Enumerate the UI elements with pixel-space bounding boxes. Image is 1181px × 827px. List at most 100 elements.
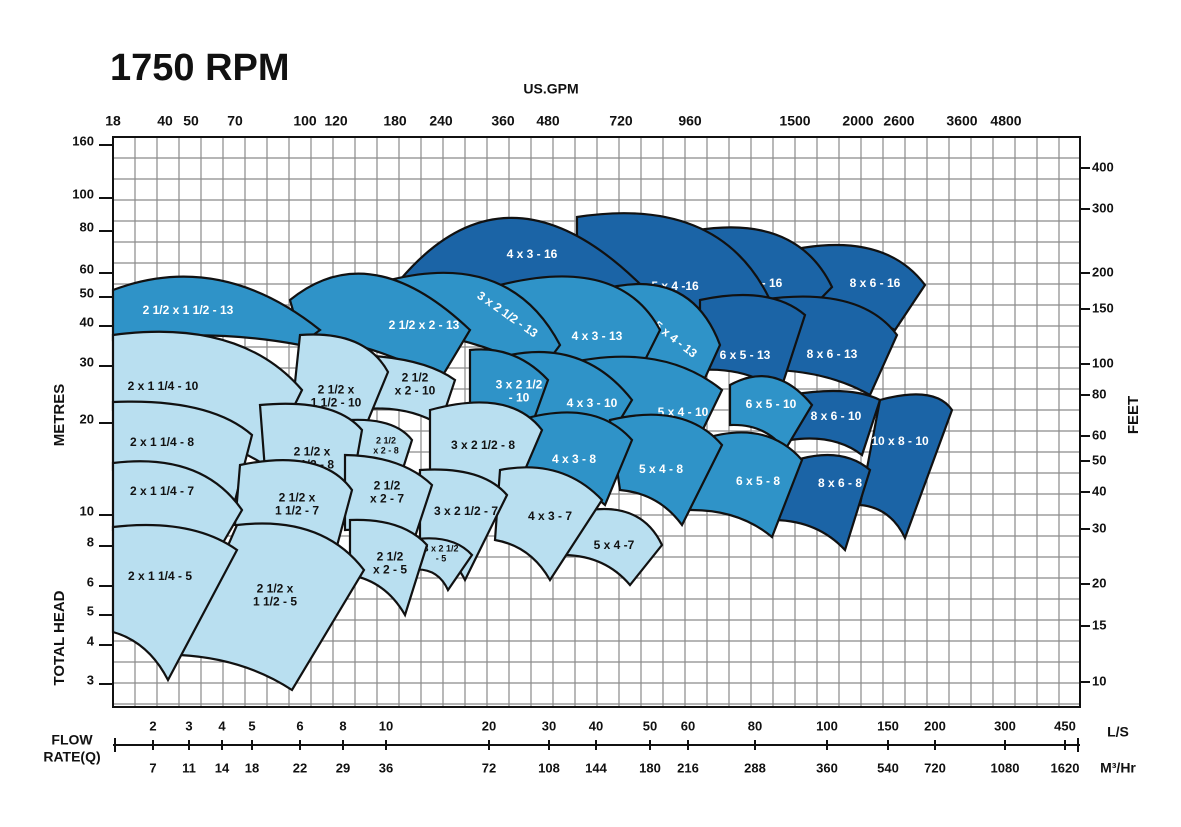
- right-tick-label: 30: [1092, 520, 1106, 535]
- top-tick-label: 360: [491, 113, 515, 129]
- pump-region: [698, 293, 807, 394]
- top-tick-label: 4800: [990, 113, 1021, 129]
- m3-tick-label: 360: [816, 760, 838, 775]
- left-tick-label: 6: [87, 574, 94, 589]
- right-tick-label: 60: [1092, 427, 1106, 442]
- top-tick-label: 480: [536, 113, 560, 129]
- region-label: 4 x 3 - 10: [567, 396, 618, 410]
- region-label: 4 x 3 - 7: [528, 509, 572, 523]
- top-tick-label: 70: [227, 113, 243, 129]
- top-tick-label: 40: [157, 113, 173, 129]
- m3-tick-label: 18: [245, 760, 259, 775]
- region-label: 2 1/2 x: [318, 383, 355, 397]
- ls-tick-label: 200: [924, 718, 946, 733]
- right-axis-label: FEET: [1125, 396, 1142, 434]
- region-label: x 2 - 7: [370, 492, 404, 506]
- top-tick-label: 240: [429, 113, 453, 129]
- left-tick-label: 40: [80, 314, 94, 329]
- m3-tick-label: 216: [677, 760, 699, 775]
- region-label: 8 x 6 - 8: [818, 476, 862, 490]
- top-tick-label: 18: [105, 113, 121, 129]
- region-label: 3 x 2 1/2: [496, 378, 543, 392]
- right-tick-label: 50: [1092, 452, 1106, 467]
- m3-tick-label: 720: [924, 760, 946, 775]
- region-label: 2 1/2: [402, 371, 429, 385]
- region-label: 6 x 5 - 8: [736, 474, 780, 488]
- top-tick-label: 2600: [883, 113, 914, 129]
- ls-tick-label: 10: [379, 718, 393, 733]
- ls-tick-label: 300: [994, 718, 1016, 733]
- m3-tick-label: 72: [482, 760, 496, 775]
- left-tick-label: 160: [72, 133, 94, 148]
- pump-region: [788, 389, 882, 457]
- left-tick-label: 100: [72, 186, 94, 201]
- region-label: 3 x 2 1/2: [423, 543, 458, 553]
- left-tick-label: 80: [80, 219, 94, 234]
- m3-tick-label: 1620: [1051, 760, 1080, 775]
- right-tick-label: 40: [1092, 483, 1106, 498]
- region-label: 1 1/2 - 7: [275, 504, 319, 518]
- ls-tick-label: 80: [748, 718, 762, 733]
- region-label: 3 x 2 1/2 - 7: [434, 504, 498, 518]
- right-tick-label: 150: [1092, 300, 1114, 315]
- region-label: 2 1/2: [377, 550, 404, 564]
- m3-tick-label: 22: [293, 760, 307, 775]
- unit-label: L/S: [1107, 724, 1129, 740]
- ls-tick-label: 60: [681, 718, 695, 733]
- pump-region: [608, 413, 724, 528]
- top-tick-label: 1500: [779, 113, 810, 129]
- ls-tick-label: 30: [542, 718, 556, 733]
- region-label: 6 x 5 - 13: [720, 348, 771, 362]
- ls-tick-label: 450: [1054, 718, 1076, 733]
- m3-tick-label: 7: [149, 760, 156, 775]
- right-tick-label: 10: [1092, 673, 1106, 688]
- top-tick-label: 720: [609, 113, 633, 129]
- region-label: 2 x 1 1/4 - 5: [128, 569, 192, 583]
- region-label: - 10: [509, 391, 530, 405]
- pump-region: [858, 393, 954, 541]
- ls-tick-label: 6: [296, 718, 303, 733]
- ls-tick-label: 4: [218, 718, 226, 733]
- region-label: 8 x 6 - 16: [850, 276, 901, 290]
- left-tick-label: 3: [87, 672, 94, 687]
- title: 1750 RPM: [110, 47, 290, 89]
- right-tick-label: 20: [1092, 575, 1106, 590]
- region-label: x 2 - 8: [373, 445, 399, 455]
- left-tick-label: 5: [87, 603, 94, 618]
- m3-tick-label: 11: [182, 760, 196, 775]
- left-tick-label: 20: [80, 411, 94, 426]
- top-axis-label: US.GPM: [523, 81, 578, 97]
- region-label: x 2 - 10: [395, 384, 436, 398]
- region-label: 8 x 6 - 13: [807, 347, 858, 361]
- pump-region: [728, 374, 814, 452]
- regions: 8 x 6 - 166 x 5 - 165 x 4 -164 x 3 - 168…: [111, 212, 954, 692]
- bottom-axis-label: RATE(Q): [43, 749, 100, 765]
- region-label: 1 1/2 - 5: [253, 595, 297, 609]
- right-tick-label: 100: [1092, 355, 1114, 370]
- region-label: 6 x 5 - 10: [746, 397, 797, 411]
- m3-tick-label: 144: [585, 760, 607, 775]
- region-label: x 2 - 5: [373, 563, 407, 577]
- m3-tick-label: 14: [215, 760, 230, 775]
- left-tick-label: 60: [80, 261, 94, 276]
- region-label: 2 1/2 x 2 - 13: [389, 318, 460, 332]
- region-label: - 5: [436, 553, 447, 563]
- region-label: 5 x 4 -7: [594, 538, 635, 552]
- region-label: 2 x 1 1/4 - 8: [130, 435, 194, 449]
- region-label: 2 1/2 x: [257, 582, 294, 596]
- m3-tick-label: 108: [538, 760, 560, 775]
- region-label: 4 x 3 - 16: [507, 247, 558, 261]
- region-label: 2 1/2: [374, 479, 401, 493]
- pump-region: [493, 466, 604, 583]
- left-axis-label: METRES: [51, 384, 68, 447]
- right-tick-label: 300: [1092, 200, 1114, 215]
- right-tick-label: 400: [1092, 159, 1114, 174]
- m3-tick-label: 288: [744, 760, 766, 775]
- left-tick-label: 30: [80, 354, 94, 369]
- region-label: 2 x 1 1/4 - 7: [130, 484, 194, 498]
- m3-tick-label: 29: [336, 760, 350, 775]
- region-label: 2 1/2 x: [279, 491, 316, 505]
- m3-tick-label: 540: [877, 760, 899, 775]
- region-label: 1 1/2 - 10: [311, 396, 362, 410]
- left-axis-label: TOTAL HEAD: [51, 590, 68, 685]
